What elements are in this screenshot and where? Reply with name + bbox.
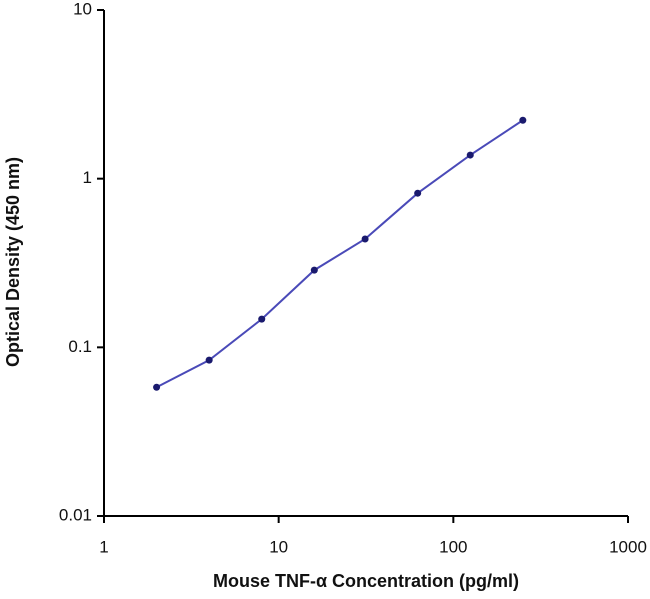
y-tick-label: 0.1 — [68, 337, 92, 356]
y-tick-label: 0.01 — [59, 505, 92, 524]
x-tick-label: 10 — [269, 537, 288, 556]
data-line — [156, 119, 524, 389]
y-tick-label: 10 — [73, 0, 92, 18]
data-point — [466, 151, 474, 159]
data-point — [519, 116, 527, 124]
data-point — [258, 315, 266, 323]
x-tick-label: 100 — [439, 537, 467, 556]
data-point — [153, 383, 161, 391]
y-tick-label: 1 — [83, 168, 92, 187]
data-point — [414, 189, 422, 197]
x-tick-label: 1000 — [609, 537, 647, 556]
data-point — [205, 356, 213, 364]
y-axis-title: Optical Density (450 nm) — [3, 157, 23, 367]
x-axis-title: Mouse TNF-α Concentration (pg/ml) — [213, 571, 519, 591]
data-point — [361, 235, 369, 243]
x-tick-label: 1 — [99, 537, 108, 556]
data-point — [310, 266, 318, 274]
